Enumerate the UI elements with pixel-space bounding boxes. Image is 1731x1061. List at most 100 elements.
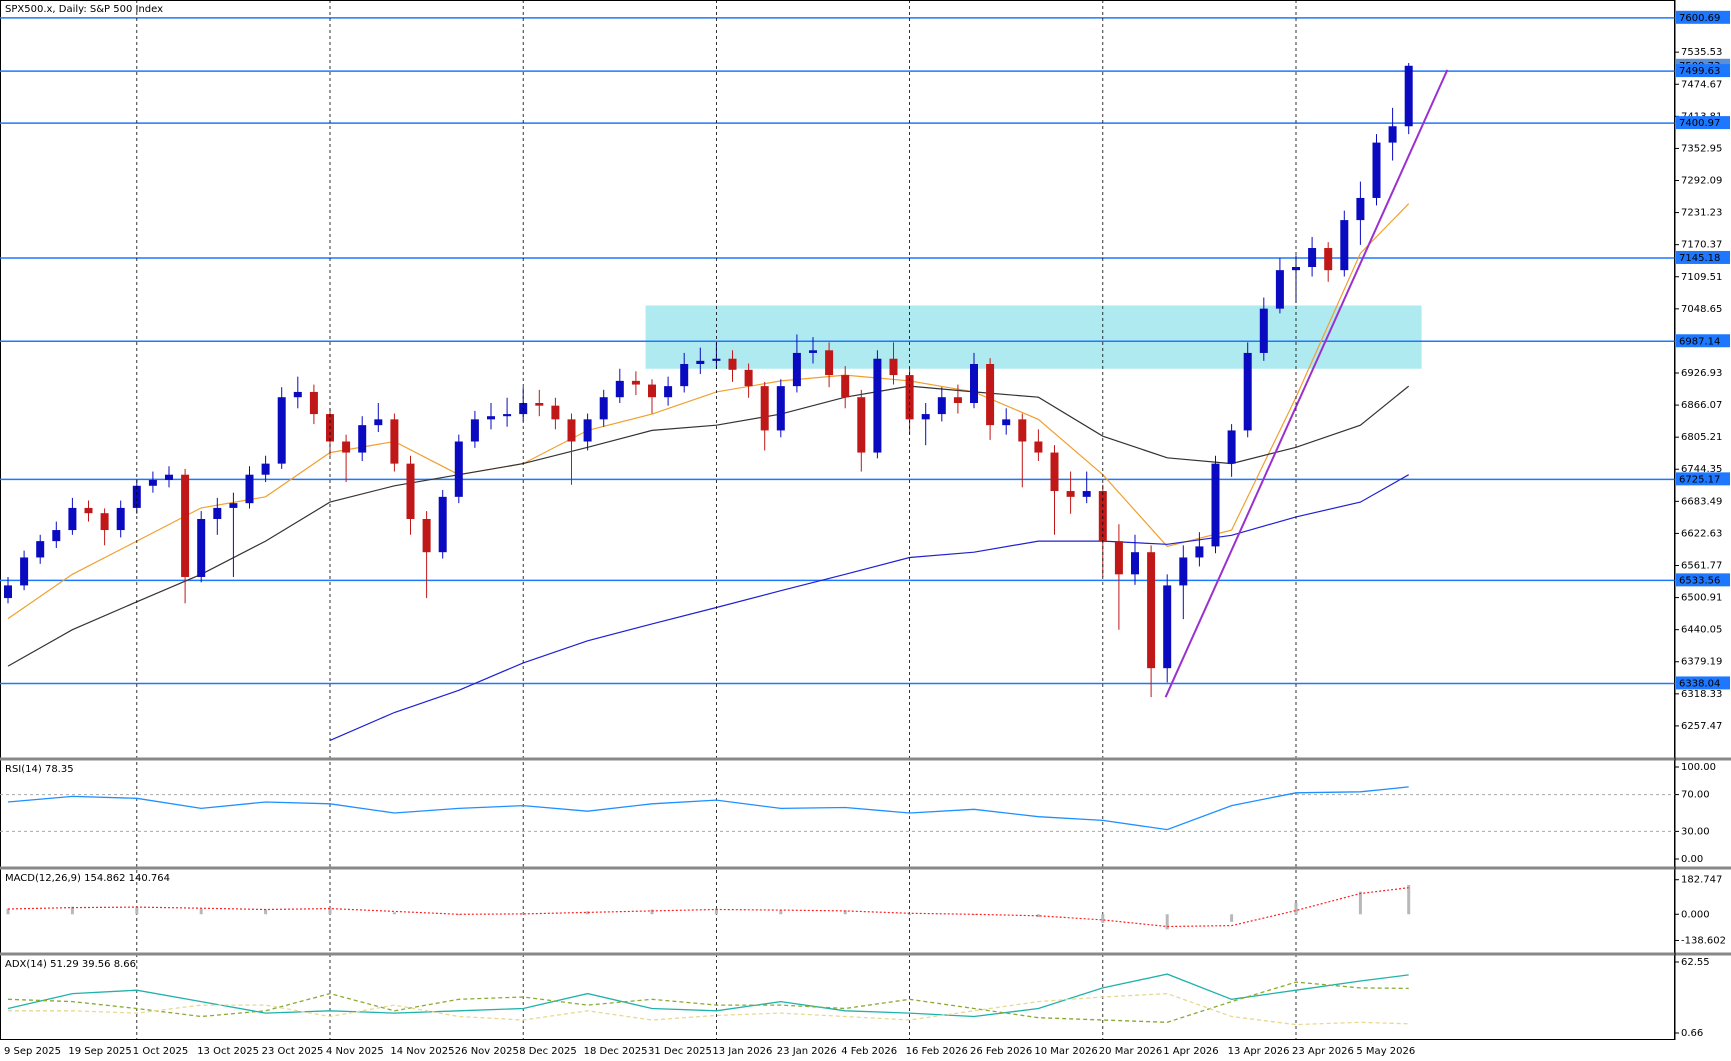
x-tick-label: 1 Oct 2025 — [133, 1046, 188, 1057]
macd-bar — [1358, 891, 1362, 915]
candle-body — [406, 463, 415, 519]
indicator-line — [7, 981, 1409, 1023]
y-tick-label: 6257.47 — [1681, 721, 1722, 732]
candle-body — [631, 380, 640, 385]
candle-body — [615, 380, 624, 398]
candle-body — [937, 397, 946, 415]
y-tick-label: 7474.67 — [1681, 79, 1722, 90]
candle-body — [1211, 463, 1220, 547]
macd-bar — [1101, 914, 1105, 923]
level-label-box — [1676, 573, 1730, 587]
macd-bar — [1294, 902, 1298, 915]
candle-body — [1372, 142, 1381, 198]
macd-signal — [7, 887, 1409, 928]
plot-frame — [0, 0, 1675, 1040]
level-label-box — [1676, 676, 1730, 690]
y-tick-label: 0.66 — [1681, 1028, 1703, 1039]
x-tick-label: 23 Jan 2026 — [777, 1046, 837, 1057]
candle-body — [953, 397, 962, 404]
candle-body — [1356, 197, 1365, 221]
candle-body — [309, 391, 318, 415]
level-label-box — [1676, 472, 1730, 486]
y-tick-label: 6561.77 — [1681, 560, 1722, 571]
candle-body — [197, 518, 206, 577]
x-tick-label: 31 Dec 2025 — [648, 1046, 712, 1057]
x-tick-label: 23 Oct 2025 — [262, 1046, 324, 1057]
candle-body — [487, 416, 495, 420]
macd-bar — [972, 914, 976, 916]
candle-body — [744, 369, 753, 387]
candle-body — [825, 350, 834, 376]
x-tick-label: 13 Oct 2025 — [197, 1046, 259, 1057]
y-tick-label: 6318.33 — [1681, 689, 1722, 700]
candle-body — [1388, 126, 1397, 143]
candle-body — [680, 364, 689, 387]
moving-average — [329, 474, 1409, 741]
candle-body — [970, 364, 978, 404]
candle-body — [374, 419, 383, 426]
x-tick-label: 4 Feb 2026 — [841, 1046, 897, 1057]
candle-body — [245, 474, 254, 504]
x-tick-label: 26 Nov 2025 — [455, 1046, 519, 1057]
candle-body — [760, 386, 769, 431]
y-tick-label: 0.00 — [1681, 854, 1703, 865]
macd-bar — [586, 911, 590, 915]
candle-body — [1227, 430, 1236, 464]
y-tick-label: 7535.53 — [1681, 47, 1722, 58]
x-tick-label: 26 Feb 2026 — [970, 1046, 1032, 1057]
level-label: 6987.14 — [1679, 336, 1720, 347]
pane-title: ADX(14) 51.29 39.56 8.66 — [5, 959, 136, 970]
candle-body — [1340, 220, 1349, 271]
level-label-box — [1676, 250, 1730, 264]
macd-bar — [328, 907, 332, 915]
x-tick-label: 23 Apr 2026 — [1292, 1046, 1354, 1057]
candle-body — [181, 474, 190, 577]
candle-body — [422, 518, 431, 553]
candle-body — [986, 364, 995, 426]
candle-body — [100, 513, 109, 531]
y-tick-label: 6683.49 — [1681, 496, 1722, 507]
candle-body — [4, 585, 12, 599]
macd-bar — [1036, 914, 1040, 918]
candle-body — [293, 391, 302, 398]
macd-bar — [779, 910, 783, 915]
candle-body — [1243, 352, 1252, 431]
candle-body — [68, 507, 77, 531]
y-tick-label: 6379.19 — [1681, 657, 1722, 668]
x-tick-label: 16 Feb 2026 — [906, 1046, 968, 1057]
level-label: 6533.56 — [1679, 575, 1720, 586]
candle-body — [664, 386, 673, 398]
macd-bar — [650, 909, 654, 915]
level-label: 7499.63 — [1679, 66, 1720, 77]
macd-bar — [908, 914, 912, 916]
candle-body — [1131, 552, 1139, 575]
x-tick-label: 1 Apr 2026 — [1163, 1046, 1218, 1057]
candle-body — [438, 496, 447, 553]
x-tick-label: 13 Apr 2026 — [1228, 1046, 1290, 1057]
candle-body — [1018, 419, 1027, 442]
candle-body — [390, 419, 399, 464]
indicator-line — [7, 786, 1409, 831]
y-tick-label: 6440.05 — [1681, 625, 1722, 636]
main-plot — [0, 17, 1675, 741]
candle-body — [535, 403, 544, 406]
y-tick-label: 70.00 — [1681, 790, 1710, 801]
level-label-box — [1676, 334, 1730, 348]
macd-bar — [714, 908, 718, 915]
y-tick-label: 7352.95 — [1681, 143, 1722, 154]
macd-bar — [392, 912, 396, 915]
candle-body — [873, 358, 882, 453]
candle-body — [84, 507, 93, 514]
candle-body — [116, 507, 125, 531]
candle-body — [1275, 270, 1284, 309]
level-label: 6725.17 — [1679, 474, 1720, 485]
x-tick-label: 20 Mar 2026 — [1099, 1046, 1162, 1057]
candle-body — [599, 397, 608, 420]
x-tick-label: 5 May 2026 — [1356, 1046, 1415, 1057]
candle-body — [648, 384, 656, 398]
candle-body — [1066, 491, 1075, 497]
level-label-box — [1676, 10, 1730, 24]
candle-body — [1163, 585, 1172, 669]
